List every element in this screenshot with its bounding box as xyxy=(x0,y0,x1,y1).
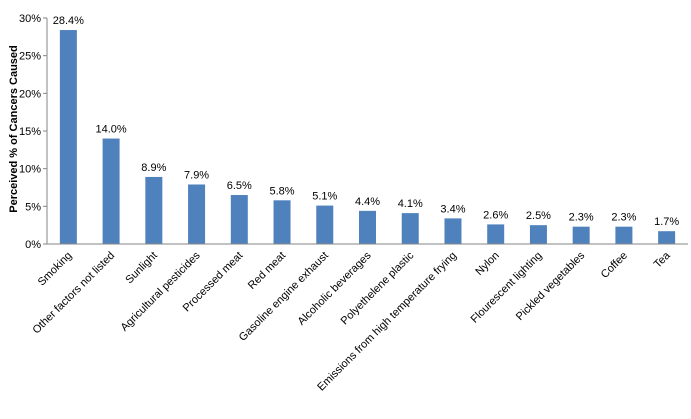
data-label: 2.6% xyxy=(483,209,508,221)
data-labels: 28.4% 14.0% 8.9% 7.9% 6.5% 5.8% 5.1% 4.4% 4.1% 3.… xyxy=(53,15,680,228)
data-label: 6.5% xyxy=(227,180,252,192)
bar xyxy=(359,210,376,244)
y-tick-label: 20% xyxy=(19,88,41,100)
category-label: Tea xyxy=(652,249,674,271)
y-tick-label: 30% xyxy=(19,13,41,25)
y-axis-title: Perceived % of Cancers Caused xyxy=(8,45,20,213)
category-label: Red meat xyxy=(246,250,288,292)
data-label: 3.4% xyxy=(440,203,465,215)
category-label: Other factors not listed xyxy=(30,250,117,337)
data-label: 2.3% xyxy=(569,212,594,224)
bar xyxy=(316,205,334,244)
bar xyxy=(487,224,505,244)
data-label: 4.1% xyxy=(398,198,423,210)
data-label: 8.9% xyxy=(141,162,166,174)
y-tick-label: 10% xyxy=(19,164,41,176)
bar xyxy=(444,218,462,244)
bars xyxy=(59,30,676,245)
data-label: 28.4% xyxy=(53,15,84,27)
category-label: Coffee xyxy=(599,250,630,281)
category-label: Smoking xyxy=(36,250,75,289)
bar xyxy=(102,138,120,244)
bar xyxy=(529,225,547,244)
bar xyxy=(615,226,633,244)
bar xyxy=(273,200,291,244)
category-label: Flourescent lighting xyxy=(469,250,545,326)
category-label: Sunlight xyxy=(123,250,160,287)
category-label: Polyethelene plastic xyxy=(339,249,417,327)
bar xyxy=(230,195,248,244)
category-label: Agricultural pesticides xyxy=(119,249,203,333)
data-label: 14.0% xyxy=(95,124,126,136)
data-label: 2.5% xyxy=(526,210,551,222)
y-tick-label: 15% xyxy=(19,126,41,138)
bar xyxy=(188,184,206,244)
bar xyxy=(572,226,590,244)
category-label: Alcoholic beverages xyxy=(296,249,374,327)
y-tick-label: 25% xyxy=(19,51,41,63)
data-label: 7.9% xyxy=(184,169,209,181)
y-tick-label: 0% xyxy=(25,239,41,251)
y-tick-label: 5% xyxy=(25,201,41,213)
data-label: 2.3% xyxy=(611,212,636,224)
data-label: 5.1% xyxy=(312,191,337,203)
bar xyxy=(145,176,163,244)
bar xyxy=(401,213,419,244)
bar xyxy=(658,231,676,244)
data-label: 5.8% xyxy=(269,185,294,197)
category-label: Nylon xyxy=(473,250,501,278)
y-tick-labels: 0% 5% 10% 15% 20% 25% 30% xyxy=(19,13,41,251)
bar xyxy=(59,30,77,245)
data-label: 1.7% xyxy=(654,216,679,228)
data-label: 4.4% xyxy=(355,196,380,208)
y-axis xyxy=(43,17,48,245)
